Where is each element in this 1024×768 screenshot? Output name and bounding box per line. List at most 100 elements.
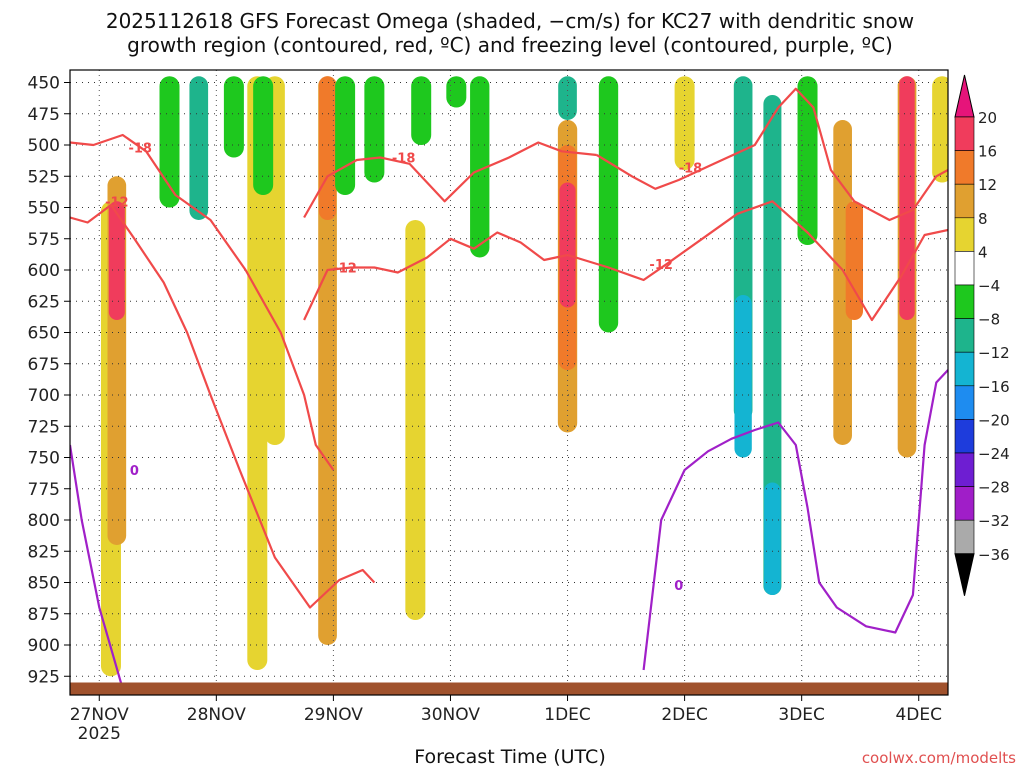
colorbar-label-2: 12 bbox=[978, 176, 997, 194]
colorbar-bin-0 bbox=[954, 116, 975, 151]
colorbar-label-12: −32 bbox=[978, 512, 1010, 530]
x-tick-label-30NOV: 30NOV bbox=[421, 705, 480, 725]
y-tick-label-600: 600 bbox=[28, 261, 60, 281]
y-tick-label-825: 825 bbox=[28, 542, 60, 562]
colorbar-over-arrow bbox=[954, 74, 975, 118]
y-tick-label-750: 750 bbox=[28, 449, 60, 469]
omega-feature-16 bbox=[470, 76, 490, 258]
omega-feature-21 bbox=[598, 76, 619, 333]
colorbar-bin-12 bbox=[954, 519, 975, 555]
omega-feature-2 bbox=[108, 201, 125, 320]
terrain-band bbox=[70, 682, 948, 695]
y-tick-label-500: 500 bbox=[28, 136, 60, 156]
colorbar-label-4: 4 bbox=[978, 243, 988, 261]
x-tick-label-27NOV: 27NOV bbox=[70, 705, 129, 725]
omega-feature-25 bbox=[763, 95, 782, 595]
colorbar-bin-5 bbox=[954, 284, 975, 319]
chart-title-line-1: 2025112618 GFS Forecast Omega (shaded, −… bbox=[106, 9, 914, 33]
y-tick-label-650: 650 bbox=[28, 324, 60, 344]
colorbar-bin-1 bbox=[954, 150, 975, 185]
x-tick-label-29NOV: 29NOV bbox=[304, 705, 363, 725]
omega-feature-15 bbox=[446, 76, 467, 108]
omega-feature-31 bbox=[899, 76, 915, 320]
colorbar-label-10: −24 bbox=[978, 445, 1010, 463]
y-tick-label-450: 450 bbox=[28, 74, 60, 94]
contour-label-dgz-top-18: -18 bbox=[128, 142, 152, 157]
omega-feature-4 bbox=[189, 76, 209, 220]
y-tick-label-800: 800 bbox=[28, 511, 60, 531]
y-tick-label-875: 875 bbox=[28, 605, 60, 625]
omega-feature-11 bbox=[335, 76, 356, 195]
chart-title-line-2: growth region (contoured, red, ºC) and f… bbox=[127, 33, 893, 57]
plot-frame bbox=[69, 69, 949, 696]
colorbar-bin-11 bbox=[954, 486, 975, 521]
y-tick-label-625: 625 bbox=[28, 292, 60, 312]
y-tick-label-725: 725 bbox=[28, 417, 60, 437]
colorbar-label-1: 16 bbox=[978, 143, 997, 161]
contour-dgz-top-18 bbox=[70, 133, 335, 471]
contour-label-dgz-bottom-12-east: -12 bbox=[649, 258, 673, 273]
y-tick-label-675: 675 bbox=[28, 355, 60, 375]
contour-dgz-top-18-mid bbox=[303, 141, 597, 219]
y-tick-label-850: 850 bbox=[28, 574, 60, 594]
omega-feature-6 bbox=[247, 76, 268, 670]
x-tick-label-4DEC: 4DEC bbox=[895, 705, 942, 725]
omega-feature-29 bbox=[845, 201, 864, 320]
terrain-layer bbox=[70, 682, 948, 695]
omega-feature-24 bbox=[734, 295, 752, 458]
y-tick-label-925: 925 bbox=[28, 667, 60, 687]
x-tick-label-28NOV: 28NOV bbox=[187, 705, 246, 725]
y-tick-label-700: 700 bbox=[28, 386, 60, 406]
x-tick-label-1DEC: 1DEC bbox=[544, 705, 591, 725]
contour-label-dgz-top-18-east: -18 bbox=[679, 162, 703, 177]
contour-label-freezing-level-0-west: 0 bbox=[130, 464, 139, 479]
plot-area: -18 -12 -18 -12 -18 -12 0 0 bbox=[69, 69, 949, 696]
omega-feature-28 bbox=[833, 120, 852, 445]
x-tick-label-2DEC: 2DEC bbox=[661, 705, 708, 725]
y-tick-label-550: 550 bbox=[28, 199, 60, 219]
y-tick-label-575: 575 bbox=[28, 230, 60, 250]
x-tick-sublabel-27NOV: 2025 bbox=[78, 724, 121, 744]
omega-feature-13 bbox=[405, 220, 426, 620]
omega-feature-26 bbox=[764, 482, 781, 595]
omega-feature-5 bbox=[223, 76, 244, 158]
contour-freezing-level-0-east bbox=[642, 369, 948, 671]
omega-feature-10 bbox=[318, 76, 337, 220]
contour-dgz-bottom-12 bbox=[70, 203, 376, 609]
colorbar-label-9: −20 bbox=[978, 411, 1010, 429]
colorbar-bin-3 bbox=[954, 217, 975, 252]
colorbar-bin-8 bbox=[954, 385, 975, 420]
contour-dgz-bottom-12-east bbox=[567, 200, 948, 322]
colorbar-bin-9 bbox=[954, 419, 975, 454]
y-tick-label-475: 475 bbox=[28, 105, 60, 125]
y-tick-label-900: 900 bbox=[28, 636, 60, 656]
contour-layer: -18 -12 -18 -12 -18 -12 0 0 bbox=[70, 87, 948, 690]
colorbar-bin-2 bbox=[954, 183, 975, 219]
colorbar-label-11: −28 bbox=[978, 479, 1010, 497]
omega-feature-17 bbox=[558, 76, 577, 120]
colorbar-label-0: 20 bbox=[978, 109, 997, 127]
grid-lines bbox=[70, 70, 948, 695]
colorbar-label-8: −16 bbox=[978, 378, 1010, 396]
colorbar-bin-7 bbox=[954, 351, 975, 387]
contour-label-dgz-bottom-12: -12 bbox=[105, 195, 129, 210]
colorbar-label-6: −8 bbox=[978, 311, 1000, 329]
omega-feature-32 bbox=[932, 76, 948, 183]
contour-label-dgz-bottom-12-mid: -12 bbox=[333, 262, 357, 277]
colorbar-bin-6 bbox=[954, 318, 975, 353]
omega-feature-12 bbox=[364, 76, 385, 183]
contour-label-freezing-level-0-east: 0 bbox=[674, 579, 683, 594]
colorbar-label-3: 8 bbox=[978, 210, 988, 228]
colorbar-label-5: −4 bbox=[978, 277, 1000, 295]
contour-freezing-level-0-west bbox=[70, 444, 124, 690]
y-tick-label-775: 775 bbox=[28, 480, 60, 500]
x-axis-label: Forecast Time (UTC) bbox=[414, 746, 605, 768]
x-tick-label-3DEC: 3DEC bbox=[778, 705, 825, 725]
omega-feature-8 bbox=[253, 76, 274, 195]
contour-label-dgz-top-18-mid: -18 bbox=[392, 152, 416, 167]
y-tick-label-525: 525 bbox=[28, 167, 60, 187]
colorbar-bin-4 bbox=[954, 251, 975, 286]
contour-dgz-bottom-12-mid bbox=[303, 231, 568, 321]
